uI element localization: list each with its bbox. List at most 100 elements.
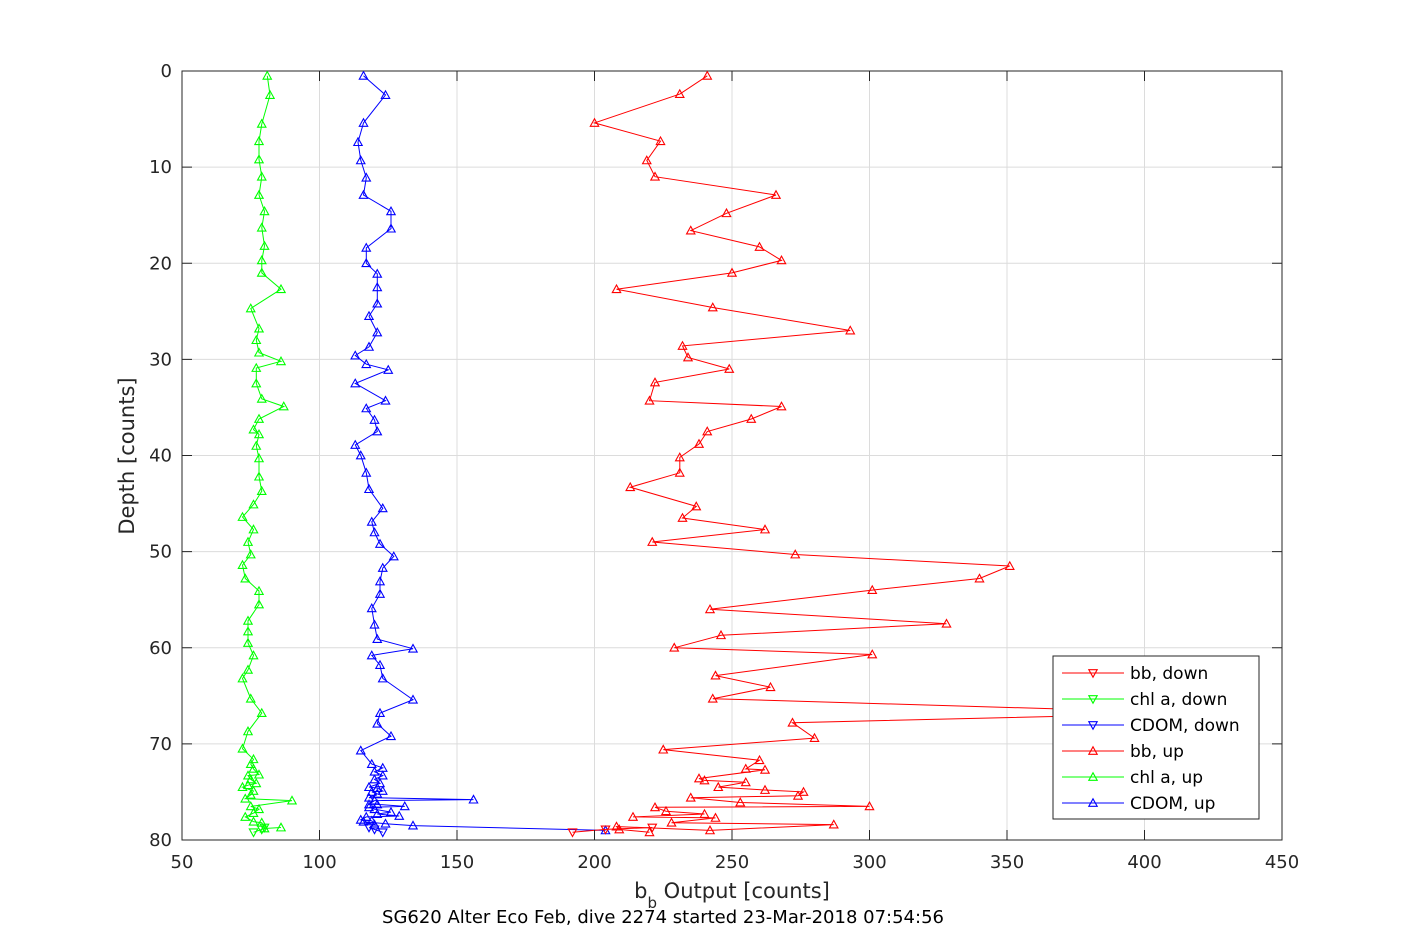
x-tick-label: 200: [577, 852, 611, 873]
data-point-cdom-up: [374, 538, 386, 548]
data-point-cdom-down: [377, 828, 388, 838]
data-point-chl-a-up: [256, 255, 267, 265]
data-point-cdom-up: [369, 619, 380, 629]
data-point-bb-up: [721, 207, 732, 218]
data-point-cdom-up: [468, 794, 479, 804]
data-point-chl-a-up: [240, 573, 251, 583]
axis-ticks: 50 100 150 200 250 300 350 400 450 0 10 20 30 40 50 60 7…: [149, 61, 1299, 873]
data-point-chl-a-up: [253, 599, 265, 609]
data-point-cdom-up: [361, 811, 372, 821]
data-point-chl-a-up: [256, 267, 267, 277]
data-point-bb-up: [710, 670, 721, 680]
data-point-cdom-up: [355, 155, 366, 165]
data-point-chl-a-up: [253, 135, 265, 146]
data-point-bb-up: [611, 821, 622, 831]
y-tick-label: 10: [149, 157, 172, 178]
data-point-chl-a-up: [242, 726, 254, 736]
data-point-cdom-up: [374, 576, 386, 586]
data-point-bb-up: [713, 781, 724, 792]
data-point-cdom-up: [377, 673, 388, 683]
data-point-bb-up: [759, 764, 771, 774]
data-point-chl-a-up: [259, 206, 270, 216]
data-point-bb-up: [644, 826, 655, 837]
data-point-cdom-up: [363, 801, 375, 812]
data-point-cdom-up: [407, 643, 419, 653]
data-point-bb-down: [647, 823, 658, 833]
data-point-chl-a-up: [253, 189, 265, 199]
series-line-chl-a-up: [240, 75, 293, 830]
data-point-cdom-up: [374, 707, 386, 718]
data-point-cdom-up: [374, 588, 386, 598]
data-point-bb-up: [589, 117, 600, 127]
data-point-bb-up: [704, 825, 716, 835]
data-point-bb-up: [644, 395, 655, 405]
x-tick-label: 450: [1265, 852, 1299, 873]
data-point-bb-up: [674, 452, 685, 462]
data-point-bb-up: [787, 717, 798, 727]
data-point-chl-a-up: [248, 763, 259, 773]
legend-label: CDOM, up: [1130, 794, 1215, 814]
legend-item-chl-a-down: chl a, down: [1062, 690, 1227, 710]
data-point-chl-a-up: [248, 650, 259, 660]
data-point-cdom-up: [363, 483, 375, 494]
data-point-chl-a-up: [256, 393, 267, 403]
data-point-bb-up: [641, 155, 652, 165]
data-point-bb-up: [707, 693, 718, 703]
data-point-bb-up: [669, 642, 680, 652]
data-point-chl-a-up: [253, 413, 265, 423]
data-point-bb-up: [702, 426, 713, 436]
data-point-chl-a-up: [253, 154, 265, 164]
data-point-cdom-up: [372, 808, 383, 818]
y-tick-label: 40: [149, 446, 172, 467]
data-point-cdom-up: [369, 414, 380, 424]
legend-label: chl a, down: [1130, 690, 1227, 710]
data-point-cdom-up: [380, 89, 391, 99]
data-point-bb-up: [864, 801, 875, 811]
data-point-chl-a-up: [256, 222, 267, 232]
data-point-cdom-up: [372, 327, 383, 337]
data-point-bb-up: [867, 584, 878, 594]
data-point-chl-a-up: [251, 334, 262, 345]
data-point-cdom-up: [350, 350, 361, 360]
data-point-chl-a-up: [248, 424, 259, 434]
series-cdom-down: [363, 823, 388, 838]
data-point-chl-a-up: [248, 499, 259, 509]
x-tick-label: 150: [440, 852, 474, 873]
data-point-cdom-up: [372, 718, 383, 728]
data-point-chl-a-down: [259, 823, 270, 833]
data-point-chl-a-up: [253, 323, 265, 333]
data-point-chl-a-up: [253, 347, 265, 357]
data-point-cdom-up: [358, 117, 369, 127]
legend-item-cdom-up: CDOM, up: [1062, 794, 1215, 814]
data-point-bb-up: [726, 267, 738, 277]
data-point-chl-a-up: [245, 758, 256, 768]
y-tick-label: 70: [149, 734, 172, 755]
data-point-chl-a-up: [240, 811, 251, 821]
y-tick-label: 0: [161, 61, 172, 82]
data-point-bb-up: [1004, 560, 1015, 570]
series-line-bb-up: [592, 75, 1200, 833]
legend-marker: [1087, 721, 1099, 731]
data-point-cdom-up: [366, 516, 377, 526]
series-line-cdom-up: [354, 75, 606, 831]
data-point-chl-a-up: [275, 355, 287, 366]
legend-marker: [1087, 797, 1099, 807]
data-point-bb-up: [704, 603, 716, 614]
data-point-chl-a-up: [242, 626, 254, 636]
legend-item-bb-up: bb, up: [1062, 742, 1184, 762]
data-point-chl-a-up: [237, 559, 248, 569]
legend-item-bb-down: bb, down: [1062, 664, 1208, 684]
data-point-cdom-up: [355, 745, 366, 755]
data-point-bb-up: [693, 438, 705, 448]
legend-marker: [1087, 745, 1099, 755]
series-line-bb-down: [572, 827, 653, 833]
legend-label: CDOM, down: [1130, 716, 1240, 736]
data-point-bb-up: [845, 325, 856, 335]
data-point-cdom-up: [350, 439, 361, 449]
data-point-chl-a-up: [237, 743, 248, 753]
data-point-chl-a-up: [251, 378, 262, 388]
x-tick-label: 350: [990, 852, 1024, 873]
data-point-bb-up: [776, 401, 787, 411]
data-point-bb-up: [710, 812, 721, 822]
legend-marker: [1087, 771, 1099, 781]
